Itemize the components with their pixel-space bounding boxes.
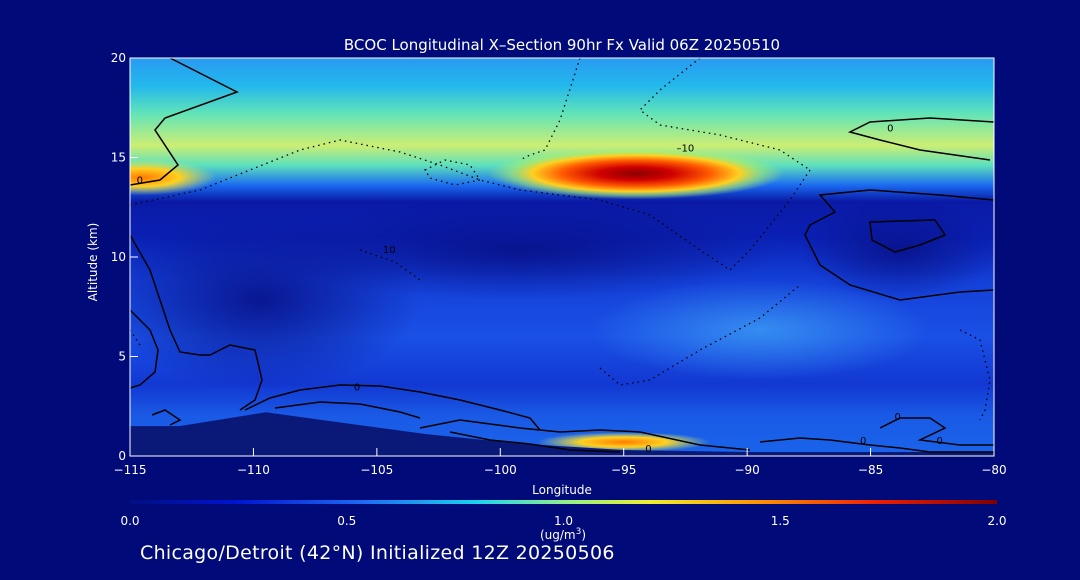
x-axis: −115 −110 −105 −100 −95 −90 −85 −80 [114,448,1007,477]
contour-line [130,309,159,389]
colorbar-unit-end: ) [581,528,586,542]
x-tick-label: −110 [237,463,270,477]
contour-label: 0 [137,175,143,186]
footer-caption: Chicago/Detroit (42°N) Initialized 12Z 2… [140,542,615,564]
colorbar-unit-superscript: 3 [576,527,582,537]
x-axis-label: Longitude [532,483,592,497]
contour-line [274,401,421,419]
colorbar-scale [130,500,997,504]
x-tick-label: −100 [484,463,517,477]
y-tick-label: 20 [111,51,126,65]
x-tick-label: −85 [858,463,883,477]
dotted-contour-lines [130,58,991,421]
concentration-maxima [130,147,785,453]
contour-lines [130,58,994,453]
light-region-lower [590,280,930,380]
concentration-blob [130,159,217,196]
colorbar-tick-label: 0.0 [120,514,139,528]
contour-line [804,189,994,301]
colorbar: 0.0 0.5 1.0 1.5 2.0 (ug/m3) [120,500,1007,542]
plot-area: 0 10 –10 0 0 0 0 0 0 [130,58,994,456]
dotted-contour-line [424,159,482,186]
contour-label: 0 [895,412,901,423]
contour-label: 0 [937,436,943,447]
contour-label: 10 [383,245,396,256]
contour-labels: 0 10 –10 0 0 0 0 0 0 [137,124,943,455]
colorbar-ticks: 0.0 0.5 1.0 1.5 2.0 [120,514,1006,528]
x-tick-label: −90 [734,463,759,477]
y-axis: 0 5 10 15 20 [111,51,138,463]
contour-label: 0 [887,124,893,135]
contour-line [759,437,994,453]
contour-label: 0 [645,444,651,455]
y-tick-label: 0 [118,449,126,463]
contour-line [419,419,751,451]
contour-line [244,384,541,431]
terrain-fill [130,412,994,456]
colorbar-tick-label: 1.5 [771,514,790,528]
x-tick-label: −95 [611,463,636,477]
y-tick-label: 10 [111,250,126,264]
contour-label: –10 [677,144,695,155]
x-tick-label: −115 [114,463,147,477]
dotted-contour-line [359,249,421,281]
colorbar-tick-label: 1.0 [554,514,573,528]
y-tick-label: 15 [111,151,126,165]
contour-line [449,431,621,453]
colorbar-unit-main: (ug/m [540,528,576,542]
chart-title: BCOC Longitudinal X–Section 90hr Fx Vali… [344,36,780,54]
contour-label: 0 [860,436,866,447]
x-tick-label: −105 [360,463,393,477]
contour-label: 0 [354,382,360,393]
y-tick-label: 5 [118,350,126,364]
dotted-contour-line [639,58,811,171]
contour-line [847,117,994,161]
contour-line [151,409,182,426]
contour-line [130,234,263,411]
y-axis-label: Altitude (km) [86,223,100,302]
contour-line [879,417,994,446]
dark-region-right [800,200,994,300]
x-tick-label: −80 [981,463,1006,477]
concentration-blob [487,147,785,200]
dotted-contour-line [130,139,811,271]
contour-line [869,219,947,253]
contour-line [130,58,239,186]
colorbar-tick-label: 2.0 [987,514,1006,528]
colorbar-tick-label: 0.5 [337,514,356,528]
dark-region-center [260,200,780,300]
colorbar-unit: (ug/m3) [540,527,586,542]
